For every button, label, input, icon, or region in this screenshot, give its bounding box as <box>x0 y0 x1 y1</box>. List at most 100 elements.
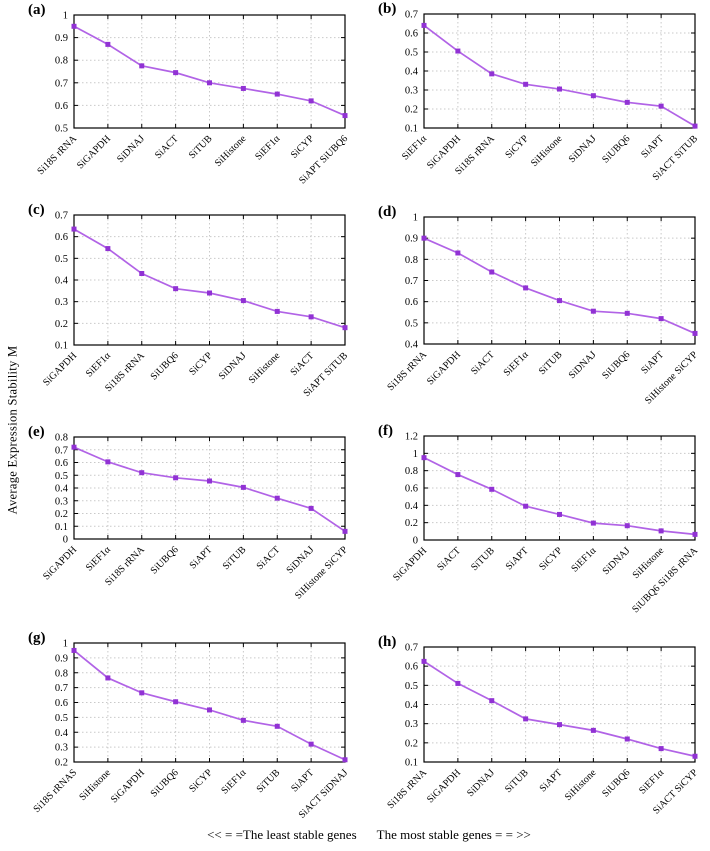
svg-text:SiHistone: SiHistone <box>563 767 599 803</box>
svg-text:SiEF1α: SiEF1α <box>84 350 114 380</box>
svg-text:0.2: 0.2 <box>405 105 418 116</box>
panel-b: (b) 0.1 0.2 0.3 0.4 0.5 0.6 0.7 SiEF1α SiGAPDH Si… <box>355 0 710 200</box>
svg-text:SiCYP: SiCYP <box>503 133 531 161</box>
svg-text:1: 1 <box>413 449 418 460</box>
svg-text:0.5: 0.5 <box>405 318 418 329</box>
svg-text:SiUBQ6: SiUBQ6 <box>600 133 632 165</box>
svg-text:Si18S rRNA: Si18S rRNA <box>385 767 429 811</box>
svg-text:SiDNAJ: SiDNAJ <box>284 544 316 576</box>
svg-text:0.7: 0.7 <box>405 10 418 21</box>
svg-text:SiDNAJ: SiDNAJ <box>115 133 147 165</box>
svg-text:SiDNAJ: SiDNAJ <box>567 133 599 165</box>
svg-text:SiEF1α: SiEF1α <box>253 133 283 163</box>
svg-text:SiHistone: SiHistone <box>247 350 283 386</box>
svg-text:SiCYP: SiCYP <box>289 133 317 161</box>
svg-text:SiGAPDH: SiGAPDH <box>75 133 113 171</box>
svg-text:0.6: 0.6 <box>405 662 418 673</box>
svg-text:0.3: 0.3 <box>405 719 418 730</box>
svg-text:0.8: 0.8 <box>405 466 418 477</box>
svg-text:0.4: 0.4 <box>55 484 69 495</box>
svg-text:Si18S rRNAS: Si18S rRNAS <box>31 767 79 815</box>
svg-text:0.5: 0.5 <box>55 713 68 724</box>
svg-text:0.6: 0.6 <box>405 29 418 40</box>
svg-text:0.8: 0.8 <box>55 56 68 67</box>
svg-text:0.3: 0.3 <box>55 743 68 754</box>
svg-text:1: 1 <box>413 213 418 224</box>
svg-text:0.7: 0.7 <box>55 445 68 456</box>
panel-f-label: (f) <box>378 423 393 439</box>
panel-f: (f) 0 0.2 0.4 0.6 0.8 1 1.2 SiGAPDH SiACT SiTUB Si… <box>355 420 710 628</box>
panel-c: (c) 0.1 0.2 0.3 0.4 0.5 0.6 0.7 SiGAPDH SiEF1α Si… <box>0 200 355 420</box>
svg-text:SiCYP: SiCYP <box>187 350 215 378</box>
panel-h: (h) 0.1 0.2 0.3 0.4 0.5 0.6 0.7 Si18S rRNA SiGAP… <box>355 628 710 851</box>
svg-text:0.6: 0.6 <box>55 458 68 469</box>
panel-g-label: (g) <box>28 630 46 646</box>
svg-text:0.2: 0.2 <box>405 738 418 749</box>
svg-text:SiACT: SiACT <box>153 133 181 161</box>
svg-text:1.2: 1.2 <box>405 432 418 443</box>
panel-e-label: (e) <box>28 424 45 440</box>
svg-text:SiEF1α: SiEF1α <box>502 349 532 379</box>
svg-text:SiEF1α: SiEF1α <box>219 767 249 797</box>
svg-text:0.5: 0.5 <box>55 471 68 482</box>
chart-b: 0.10.20.30.40.50.60.7SiEF1αSiGAPDHSi18S … <box>400 10 700 183</box>
svg-text:SiTUB: SiTUB <box>255 767 283 795</box>
svg-text:0.4: 0.4 <box>405 340 419 351</box>
svg-text:SiGAPDH: SiGAPDH <box>109 767 147 805</box>
svg-text:SiGAPDH: SiGAPDH <box>425 349 463 387</box>
svg-text:Si18S rRNA: Si18S rRNA <box>35 133 79 177</box>
svg-text:SiEF1α: SiEF1α <box>637 767 667 797</box>
panel-c-label: (c) <box>28 202 45 218</box>
svg-text:0.5: 0.5 <box>55 254 68 265</box>
svg-text:0.7: 0.7 <box>405 276 418 287</box>
svg-text:0.4: 0.4 <box>405 700 419 711</box>
svg-text:0.3: 0.3 <box>405 86 418 97</box>
svg-text:0.7: 0.7 <box>55 683 68 694</box>
svg-text:SiEF1α: SiEF1α <box>569 545 599 575</box>
least-stable-caption: << = =The least stable genes <box>207 827 357 842</box>
panel-b-label: (b) <box>378 1 397 17</box>
svg-text:0.6: 0.6 <box>405 297 418 308</box>
svg-text:0.6: 0.6 <box>405 484 418 495</box>
svg-text:1: 1 <box>63 639 68 650</box>
svg-text:SiAPT: SiAPT <box>538 767 565 794</box>
svg-text:0.9: 0.9 <box>55 33 68 44</box>
svg-text:0.5: 0.5 <box>55 124 68 135</box>
svg-text:SiUBQ6: SiUBQ6 <box>149 767 181 799</box>
svg-text:0.1: 0.1 <box>55 522 68 533</box>
svg-text:SiUBQ6: SiUBQ6 <box>149 544 181 576</box>
svg-text:1: 1 <box>63 11 68 22</box>
svg-text:SiAPT: SiAPT <box>504 545 531 572</box>
panel-a-label: (a) <box>28 2 46 18</box>
svg-text:0.9: 0.9 <box>55 653 68 664</box>
svg-text:SiTUB: SiTUB <box>503 767 531 795</box>
svg-text:SiAPT: SiAPT <box>188 544 215 571</box>
svg-text:0.7: 0.7 <box>405 643 418 654</box>
svg-text:0.1: 0.1 <box>405 124 418 135</box>
svg-text:SiACT: SiACT <box>435 545 463 573</box>
svg-text:0.6: 0.6 <box>55 101 68 112</box>
panel-h-label: (h) <box>378 634 397 650</box>
svg-text:SiAPT: SiAPT <box>639 349 666 376</box>
svg-text:SiTUB: SiTUB <box>537 349 565 377</box>
svg-text:SiCYP: SiCYP <box>537 545 565 573</box>
svg-text:SiUBQ6: SiUBQ6 <box>600 767 632 799</box>
panel-e: (e) 0 0.1 0.2 0.3 0.4 0.5 0.6 0.7 0.8 SiGAPDH SiEF… <box>0 420 355 628</box>
svg-text:0.2: 0.2 <box>55 319 68 330</box>
svg-text:0.8: 0.8 <box>55 433 68 444</box>
svg-text:0.6: 0.6 <box>55 232 68 243</box>
svg-text:0.5: 0.5 <box>405 681 418 692</box>
svg-text:0.2: 0.2 <box>55 509 68 520</box>
svg-text:0.7: 0.7 <box>55 211 68 222</box>
svg-text:SiEF1α: SiEF1α <box>400 133 430 163</box>
svg-text:SiUBQ6: SiUBQ6 <box>600 349 632 381</box>
svg-text:0.8: 0.8 <box>405 255 418 266</box>
svg-text:SiACT: SiACT <box>288 350 316 378</box>
svg-text:SiAPT: SiAPT <box>289 767 316 794</box>
panel-g: (g) 0.2 0.3 0.4 0.5 0.6 0.7 0.8 0.9 1 Si18S rRNAS… <box>0 628 355 851</box>
